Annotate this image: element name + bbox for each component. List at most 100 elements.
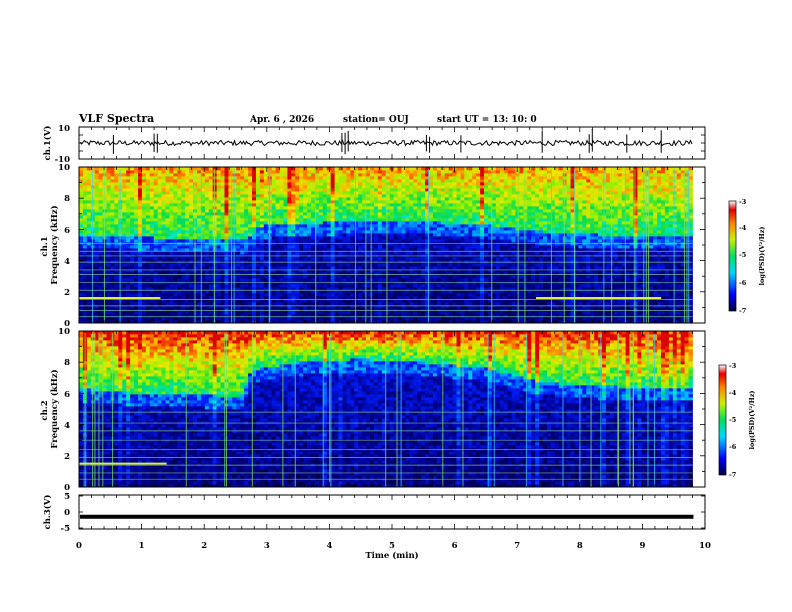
spectrogram-cell bbox=[413, 209, 418, 213]
spectrogram-cell bbox=[157, 215, 162, 219]
spectrogram-cell bbox=[370, 317, 375, 321]
spectrogram-cell bbox=[98, 206, 103, 210]
spectrogram-cell bbox=[79, 257, 84, 261]
spectrogram-cell bbox=[134, 239, 139, 243]
spectrogram-cell bbox=[137, 218, 143, 222]
spectrogram-cell bbox=[322, 203, 328, 207]
spectrogram-cell bbox=[90, 167, 96, 171]
spectrogram-cell bbox=[248, 170, 253, 174]
spectrogram-cell bbox=[409, 203, 414, 207]
spectrogram-cell bbox=[122, 287, 127, 291]
spectrogram-cell bbox=[311, 317, 316, 321]
spectrogram-cell bbox=[409, 185, 414, 189]
spectrogram-cell bbox=[405, 230, 410, 234]
spectrogram-cell bbox=[263, 251, 269, 255]
spectrogram-cell bbox=[401, 275, 406, 279]
spectrogram-cell bbox=[354, 275, 359, 279]
spectrogram-cell bbox=[299, 314, 304, 318]
spectrogram-cell bbox=[366, 224, 371, 228]
spectrogram-cell bbox=[240, 203, 245, 207]
spectrogram-cell bbox=[417, 200, 422, 204]
spectrogram-cell bbox=[161, 305, 166, 309]
spectrogram-cell bbox=[330, 260, 336, 264]
spectrogram-cell bbox=[208, 311, 214, 315]
spectrogram-cell bbox=[106, 284, 111, 288]
spectrogram-cell bbox=[244, 275, 249, 279]
spectrogram-cell bbox=[291, 209, 296, 213]
spectrogram-cell bbox=[236, 305, 241, 309]
spectrogram-cell bbox=[185, 257, 190, 261]
spectrogram-cell bbox=[385, 299, 391, 303]
spectrogram-cell bbox=[366, 275, 371, 279]
spectrogram-cell bbox=[228, 167, 233, 171]
spectrogram-cell bbox=[322, 245, 328, 249]
spectrogram-cell bbox=[373, 179, 379, 183]
spectrogram-cell bbox=[259, 182, 265, 186]
spectrogram-cell bbox=[338, 251, 343, 255]
spectrogram-cell bbox=[220, 215, 225, 219]
spectrogram-cell bbox=[393, 200, 398, 204]
spectrogram-cell bbox=[401, 218, 406, 222]
spectrogram-cell bbox=[287, 200, 292, 204]
spectrogram-cell bbox=[362, 170, 367, 174]
spectrogram-cell bbox=[440, 272, 446, 276]
spectrogram-cell bbox=[248, 239, 253, 243]
spectrogram-cell bbox=[263, 215, 269, 219]
spectrogram-cell bbox=[444, 260, 450, 264]
spectrogram-cell bbox=[334, 185, 339, 189]
spectrogram-cell bbox=[405, 275, 410, 279]
spectrogram-cell bbox=[373, 320, 379, 324]
spectrogram-cell bbox=[381, 212, 387, 216]
spectrogram-cell bbox=[244, 284, 249, 288]
spectrogram-cell bbox=[252, 203, 257, 207]
spectrogram-cell bbox=[110, 185, 115, 189]
spectrogram-cell bbox=[216, 290, 221, 294]
spectrogram-cell bbox=[373, 182, 379, 186]
spectrogram-cell bbox=[165, 215, 170, 219]
spectrogram-cell bbox=[275, 314, 280, 318]
spectrogram-cell bbox=[279, 293, 284, 297]
spectrogram-cell bbox=[134, 263, 139, 267]
spectrogram-cell bbox=[196, 224, 202, 228]
spectrogram-cell bbox=[413, 167, 418, 171]
spectrogram-cell bbox=[318, 236, 324, 240]
spectrogram-cell bbox=[354, 320, 359, 324]
spectrogram-cell bbox=[346, 236, 351, 240]
spectrogram-cell bbox=[271, 260, 277, 264]
spectrogram-cell bbox=[244, 269, 249, 273]
spectrogram-cell bbox=[185, 206, 190, 210]
spectrogram-cell bbox=[322, 179, 328, 183]
spectrogram-cell bbox=[432, 314, 438, 318]
spectrogram-cell bbox=[200, 209, 206, 213]
spectrogram-cell bbox=[106, 182, 111, 186]
spectrogram-cell bbox=[236, 203, 241, 207]
spectrogram-cell bbox=[244, 257, 249, 261]
spectrogram-cell bbox=[110, 173, 115, 177]
spectrogram-cell bbox=[181, 170, 186, 174]
spectrogram-cell bbox=[220, 224, 225, 228]
spectrogram-cell bbox=[157, 185, 162, 189]
spectrogram-cell bbox=[279, 290, 284, 294]
spectrogram-cell bbox=[173, 188, 178, 192]
spectrogram-cell bbox=[130, 203, 135, 207]
spectrogram-cell bbox=[134, 206, 139, 210]
spectrogram-cell bbox=[299, 251, 304, 255]
spectrogram-cell bbox=[134, 197, 139, 201]
spectrogram-cell bbox=[413, 263, 418, 267]
spectrogram-cell bbox=[409, 218, 414, 222]
spectrogram-cell bbox=[291, 314, 296, 318]
spectrogram-cell bbox=[240, 290, 245, 294]
spectrogram-cell bbox=[377, 170, 383, 174]
spectrogram-cell bbox=[153, 272, 159, 276]
spectrogram-cell bbox=[228, 266, 233, 270]
spectrogram-cell bbox=[169, 272, 174, 276]
spectrogram-cell bbox=[421, 227, 426, 231]
spectrogram-cell bbox=[240, 206, 245, 210]
spectrogram-cell bbox=[429, 185, 434, 189]
spectrogram-cell bbox=[417, 299, 422, 303]
spectrogram-cell bbox=[295, 224, 300, 228]
spectrogram-cell bbox=[252, 212, 257, 216]
spectrogram-cell bbox=[362, 302, 367, 306]
spectrogram-cell bbox=[248, 227, 253, 231]
spectrogram-cell bbox=[216, 251, 221, 255]
